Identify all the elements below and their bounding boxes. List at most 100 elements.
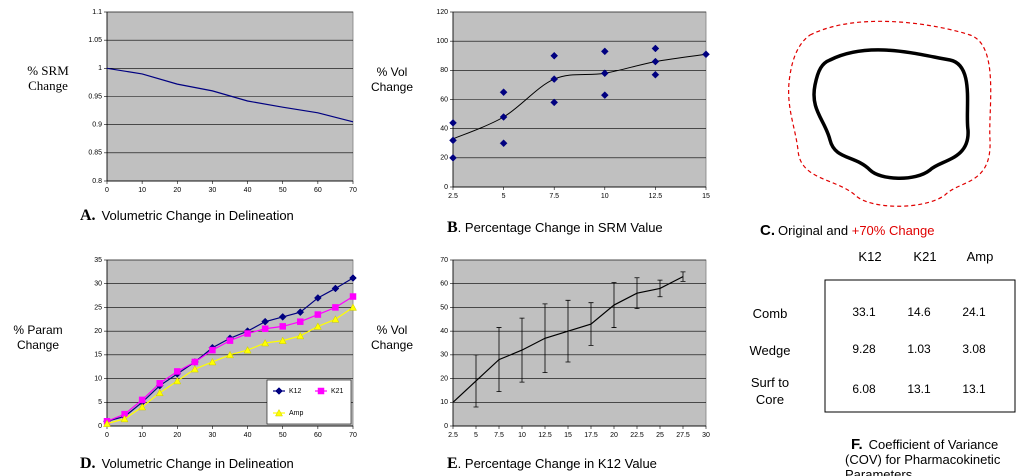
y-tick-label: 15 bbox=[94, 352, 102, 359]
marker bbox=[190, 365, 199, 373]
x-tick-label: 70 bbox=[349, 432, 357, 439]
chart: 0.8 0.85 0.9 0.95 1 1.05 1.1 0 10 20 30 40 50 60 70 bbox=[88, 9, 357, 194]
marker bbox=[349, 303, 357, 311]
cell-text: 24.1 bbox=[962, 305, 986, 319]
legend-label: K21 bbox=[331, 388, 344, 395]
header-text: K12 bbox=[858, 249, 882, 264]
y-tick-label: 10 bbox=[440, 399, 448, 406]
marker bbox=[449, 136, 457, 145]
legend-marker bbox=[275, 408, 283, 417]
marker bbox=[103, 419, 111, 427]
x-tick-label: 50 bbox=[279, 187, 287, 194]
error-bar bbox=[634, 277, 640, 310]
y-tick-label: 0.8 bbox=[92, 178, 102, 185]
x-tick-label: 10 bbox=[601, 193, 609, 200]
y-tick-label: 0.9 bbox=[92, 122, 102, 129]
table-box bbox=[824, 279, 1016, 413]
cell: 33.1 bbox=[834, 305, 894, 319]
expanded-contour bbox=[788, 20, 992, 207]
marker bbox=[226, 350, 234, 359]
legend-label: Amp bbox=[289, 410, 304, 417]
row-label-text: Wedge bbox=[749, 343, 791, 358]
marker bbox=[651, 70, 660, 79]
caption-text: Original and bbox=[778, 223, 849, 238]
column-header: K12 bbox=[840, 249, 900, 264]
marker bbox=[600, 91, 609, 99]
x-tick-label: 70 bbox=[349, 187, 357, 194]
marker bbox=[332, 304, 339, 311]
cell-text: 3.08 bbox=[962, 342, 986, 356]
panel-label: B bbox=[447, 219, 458, 236]
cell: 9.28 bbox=[834, 342, 894, 356]
error-bar bbox=[519, 317, 525, 383]
x-tick-label: 22.5 bbox=[630, 432, 644, 439]
chart: 0 10 20 30 40 50 60 70 2.5 5 7.5 10 12.5 15 17.5 20 22.5… bbox=[440, 257, 710, 439]
y-tick-label: 50 bbox=[440, 304, 448, 311]
x-tick-label: 20 bbox=[173, 432, 181, 439]
marker bbox=[278, 336, 287, 344]
y-tick-label: 0.95 bbox=[88, 93, 102, 100]
y-tick-label: 0.85 bbox=[88, 150, 102, 157]
header-text: Amp bbox=[966, 249, 994, 264]
x-tick-label: 60 bbox=[314, 187, 322, 194]
marker bbox=[209, 346, 216, 354]
y-tick-label: 1.1 bbox=[92, 9, 102, 16]
y-tick-label: 100 bbox=[436, 38, 448, 45]
x-tick-label: 5 bbox=[502, 193, 506, 200]
x-tick-label: 30 bbox=[702, 432, 710, 439]
marker bbox=[278, 313, 287, 321]
panel-label: D. bbox=[80, 455, 96, 472]
table-label: F. bbox=[851, 436, 863, 453]
marker bbox=[349, 274, 357, 282]
marker bbox=[314, 294, 322, 302]
y-tick-label: 40 bbox=[440, 328, 448, 335]
marker bbox=[331, 315, 340, 323]
original-contour bbox=[812, 48, 970, 180]
legend: K12 K21 Amp bbox=[266, 379, 352, 425]
row-label: Wedge bbox=[738, 342, 802, 359]
marker bbox=[261, 338, 270, 347]
marker bbox=[138, 403, 147, 411]
marker bbox=[449, 153, 457, 162]
y-tick-label: 20 bbox=[440, 155, 448, 162]
marker bbox=[120, 414, 129, 423]
error-bar bbox=[657, 279, 663, 298]
cell-text: 33.1 bbox=[852, 305, 876, 319]
marker bbox=[296, 308, 305, 317]
row-label: Surf to Core bbox=[738, 374, 802, 408]
row-label: Comb bbox=[738, 305, 802, 322]
cell-text: 6.08 bbox=[852, 382, 876, 396]
x-tick-label: 17.5 bbox=[584, 432, 598, 439]
x-tick-label: 2.5 bbox=[448, 193, 458, 200]
marker bbox=[314, 311, 322, 318]
chart: 0 5 10 15 20 25 30 35 0 10 20 30 40 50 60 70 K12 K21 Amp bbox=[94, 257, 357, 439]
marker bbox=[349, 293, 357, 300]
cell: 1.03 bbox=[889, 342, 949, 356]
trend-line bbox=[452, 53, 707, 140]
cell: 13.1 bbox=[944, 382, 1004, 396]
cell-text: 9.28 bbox=[852, 342, 876, 356]
y-tick-label: 70 bbox=[440, 257, 448, 264]
cell-text: 14.6 bbox=[907, 305, 931, 319]
x-tick-label: 12.5 bbox=[538, 432, 552, 439]
marker bbox=[499, 139, 508, 148]
cell-text: 13.1 bbox=[962, 382, 986, 396]
caption: A. Volumetric Change in Delineation bbox=[80, 207, 294, 225]
marker bbox=[244, 330, 251, 337]
y-tick-label: 10 bbox=[94, 375, 102, 382]
x-tick-label: 2.5 bbox=[448, 432, 458, 439]
y-tick-label: 0 bbox=[444, 184, 448, 191]
marker bbox=[550, 51, 559, 60]
marker bbox=[156, 380, 163, 387]
marker bbox=[313, 322, 322, 330]
error-bar bbox=[680, 271, 686, 282]
marker bbox=[138, 396, 146, 404]
caption-text: . Percentage Change in K12 Value bbox=[457, 456, 657, 471]
y-tick-label: 35 bbox=[94, 257, 102, 264]
x-tick-label: 0 bbox=[105, 432, 109, 439]
x-tick-label: 15 bbox=[564, 432, 572, 439]
panel-label: A. bbox=[80, 207, 96, 224]
marker bbox=[600, 47, 609, 56]
y-tick-label: 120 bbox=[436, 9, 448, 16]
